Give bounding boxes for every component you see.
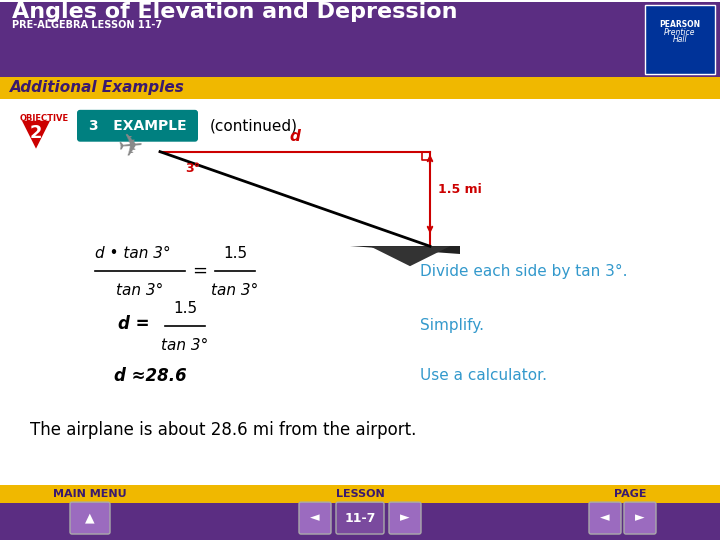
Text: Use a calculator.: Use a calculator.: [420, 368, 547, 383]
Text: The airplane is about 28.6 mi from the airport.: The airplane is about 28.6 mi from the a…: [30, 421, 416, 440]
Text: 3   EXAMPLE: 3 EXAMPLE: [89, 119, 186, 133]
Text: Additional Examples: Additional Examples: [10, 80, 185, 96]
Polygon shape: [22, 121, 50, 149]
Text: PAGE: PAGE: [613, 489, 647, 499]
Text: d: d: [289, 129, 300, 144]
Text: ✈: ✈: [116, 131, 144, 162]
Text: 1.5 mi: 1.5 mi: [438, 183, 482, 196]
Text: PEARSON: PEARSON: [660, 19, 701, 29]
Text: d • tan 3°: d • tan 3°: [95, 246, 171, 261]
FancyBboxPatch shape: [0, 2, 720, 77]
Text: Angles of Elevation and Depression: Angles of Elevation and Depression: [12, 2, 457, 22]
Polygon shape: [350, 246, 460, 254]
Text: LESSON: LESSON: [336, 489, 384, 499]
Polygon shape: [370, 246, 460, 266]
Text: OBJECTIVE: OBJECTIVE: [20, 114, 69, 123]
Text: 11-7: 11-7: [344, 511, 376, 524]
Text: d =: d =: [119, 315, 150, 333]
FancyBboxPatch shape: [589, 502, 621, 534]
FancyBboxPatch shape: [299, 502, 331, 534]
Text: tan 3°: tan 3°: [212, 283, 258, 298]
FancyBboxPatch shape: [624, 502, 656, 534]
Text: MAIN MENU: MAIN MENU: [53, 489, 127, 499]
Text: Divide each side by tan 3°.: Divide each side by tan 3°.: [420, 264, 628, 279]
FancyBboxPatch shape: [389, 502, 421, 534]
FancyBboxPatch shape: [70, 502, 110, 534]
Text: d ≈28.6: d ≈28.6: [114, 367, 186, 384]
Text: Simplify.: Simplify.: [420, 319, 484, 333]
FancyBboxPatch shape: [77, 110, 198, 141]
Text: =: =: [192, 262, 207, 280]
Text: tan 3°: tan 3°: [117, 283, 163, 298]
Text: PRE-ALGEBRA LESSON 11-7: PRE-ALGEBRA LESSON 11-7: [12, 20, 162, 30]
Text: (continued): (continued): [210, 118, 298, 133]
Text: Prentice: Prentice: [665, 28, 696, 37]
Text: ◄: ◄: [600, 511, 610, 524]
FancyBboxPatch shape: [0, 485, 720, 540]
Text: ►: ►: [400, 511, 410, 524]
FancyBboxPatch shape: [0, 99, 720, 485]
FancyBboxPatch shape: [336, 502, 384, 534]
Text: ►: ►: [635, 511, 645, 524]
FancyBboxPatch shape: [645, 5, 715, 74]
Text: ▲: ▲: [85, 511, 95, 524]
Text: 1.5: 1.5: [173, 301, 197, 316]
Text: Hall: Hall: [672, 35, 688, 44]
Text: 2: 2: [30, 124, 42, 141]
FancyBboxPatch shape: [0, 485, 720, 503]
Text: tan 3°: tan 3°: [161, 338, 209, 353]
Text: 1.5: 1.5: [223, 246, 247, 261]
Text: ◄: ◄: [310, 511, 320, 524]
Text: 3°: 3°: [185, 161, 200, 174]
FancyBboxPatch shape: [0, 77, 720, 99]
